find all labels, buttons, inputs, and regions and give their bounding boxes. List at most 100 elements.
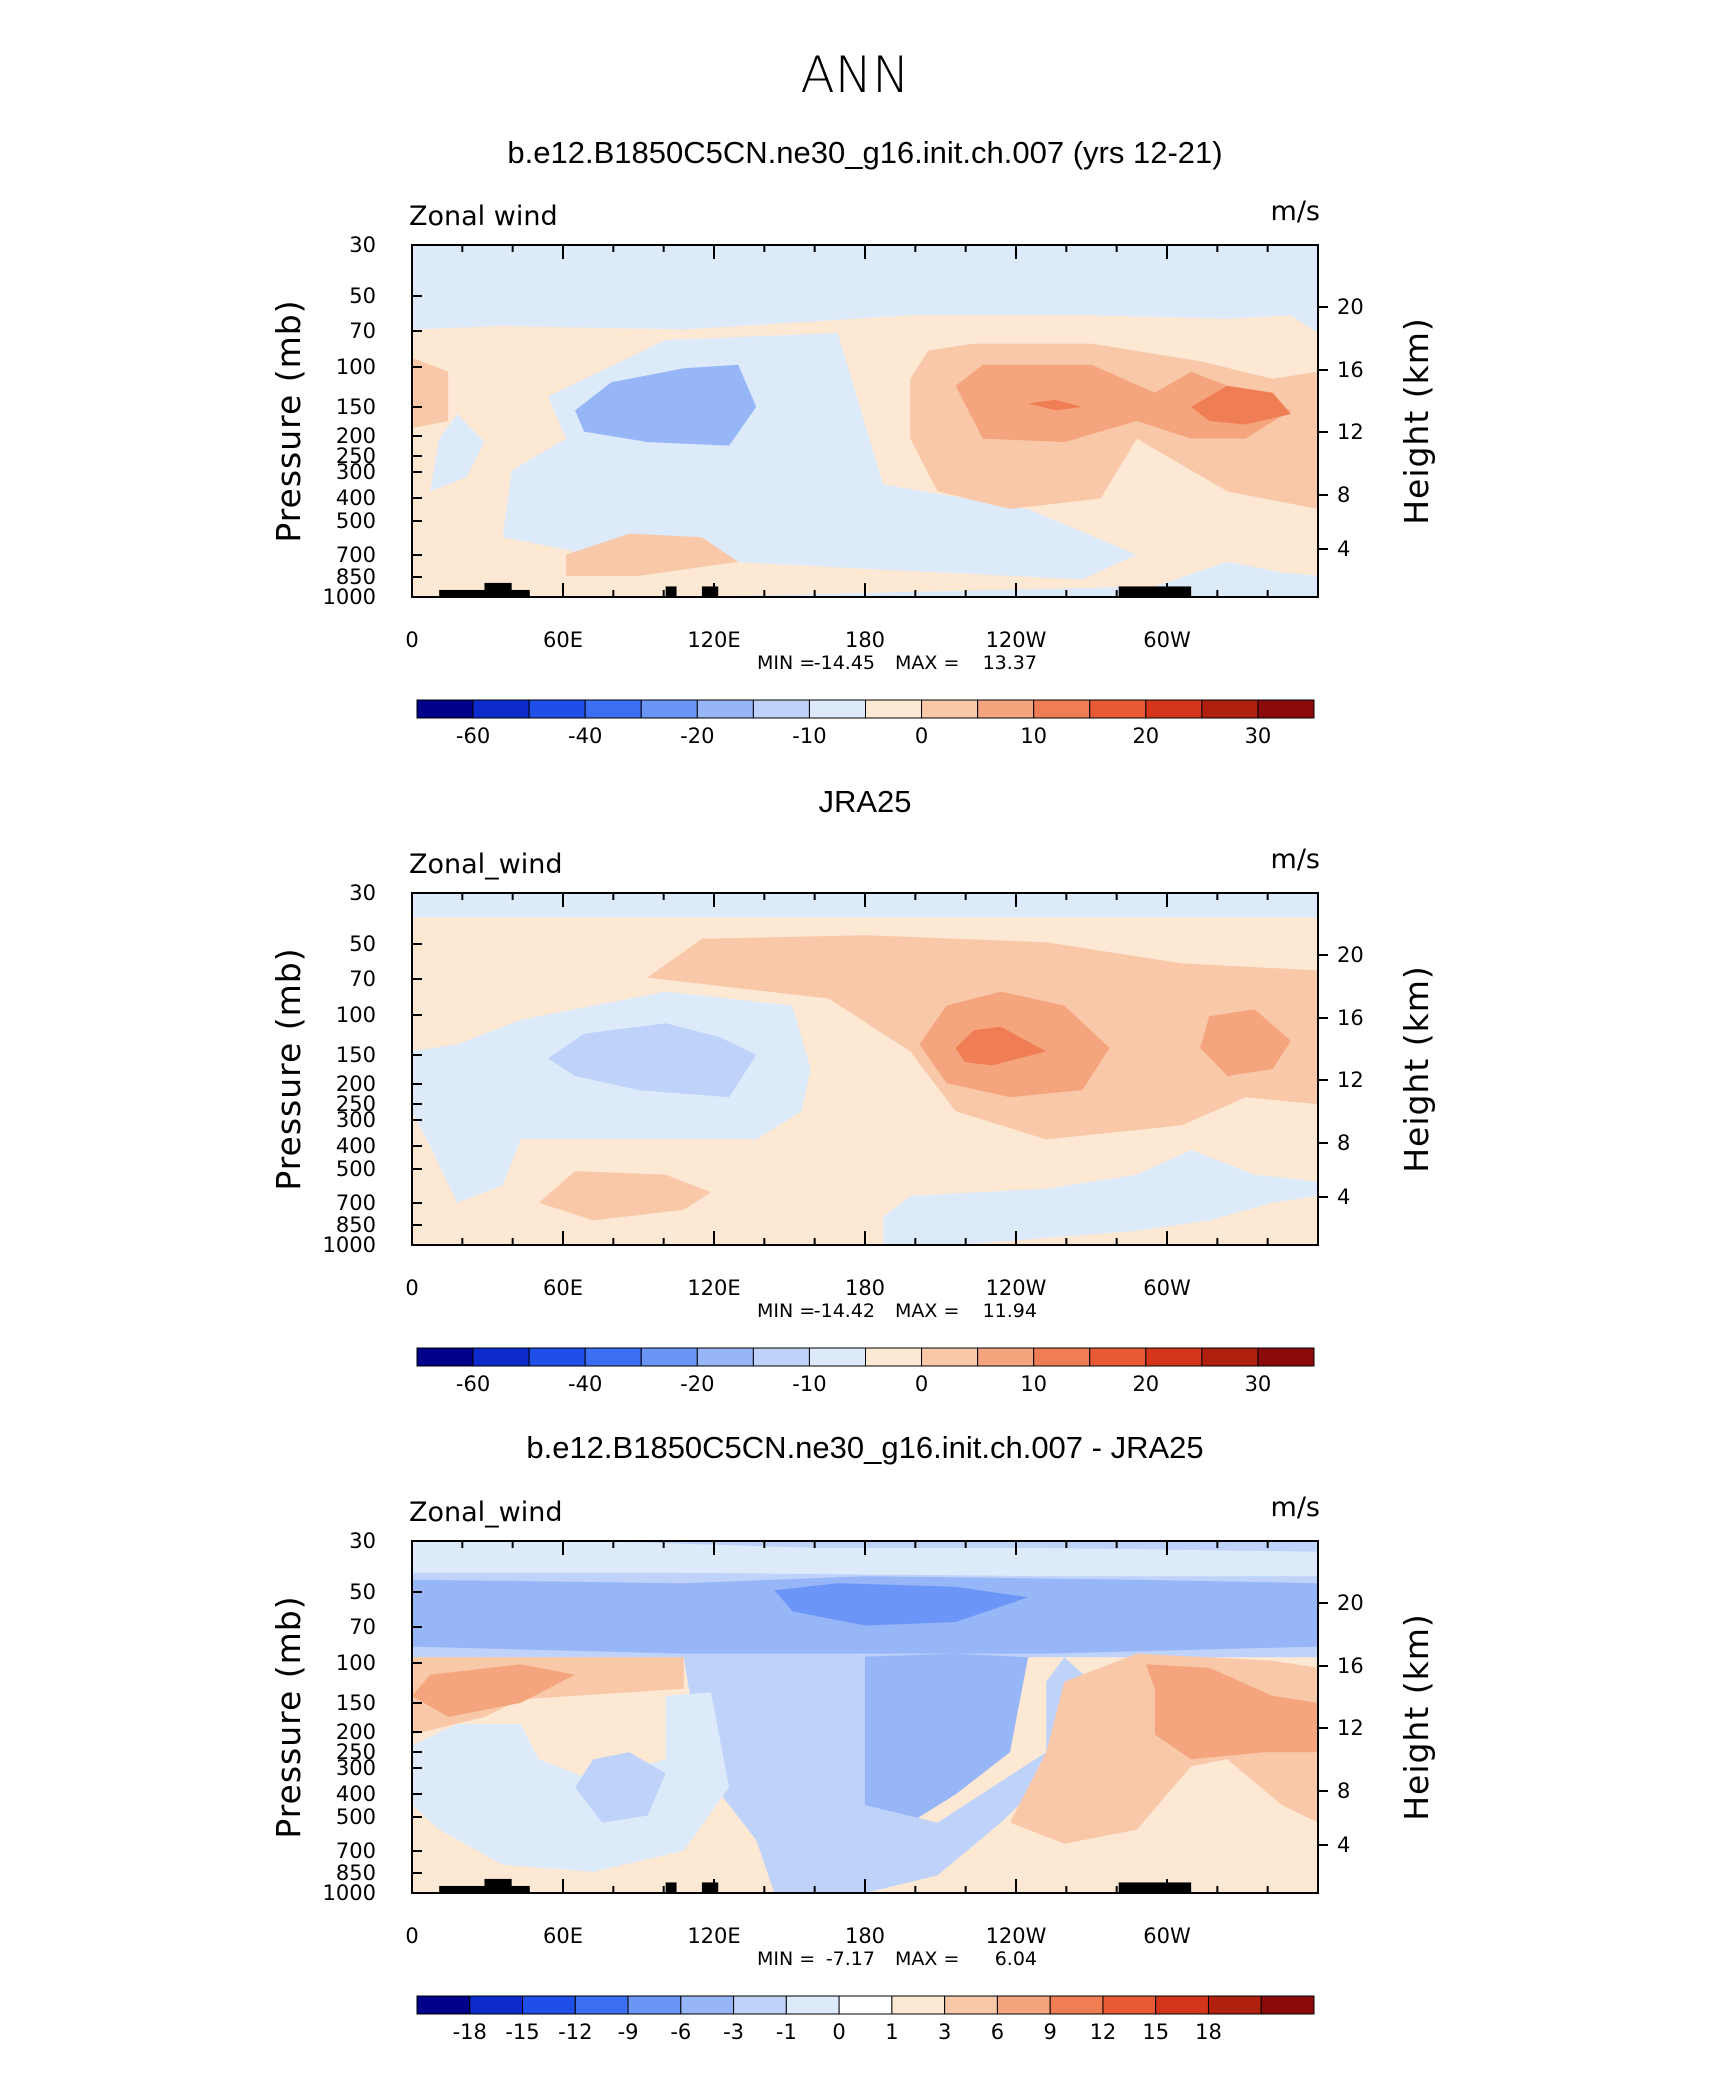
max-value: 13.37 <box>983 652 1037 674</box>
colorbar-label: 6 <box>991 2020 1004 2044</box>
colorbar-swatch <box>528 699 586 719</box>
colorbar-swatch <box>921 1347 979 1367</box>
min-label: MIN = <box>757 652 815 674</box>
colorbar-swatch <box>627 1995 682 2015</box>
y-tick-label: 100 <box>336 355 376 379</box>
contour-region <box>566 533 739 576</box>
topography-mask <box>701 1882 719 1893</box>
y-axis-title: Pressure (mb) <box>269 1595 308 1838</box>
contour-region <box>412 1664 576 1717</box>
y-tick-label: 500 <box>336 1157 376 1181</box>
main-title: ANN <box>800 46 909 104</box>
max-value: 6.04 <box>995 1948 1037 1970</box>
colorbar-swatch <box>472 699 530 719</box>
colorbar-swatch <box>416 699 474 719</box>
y-tick-label: 1000 <box>323 1881 376 1905</box>
colorbar-label: 10 <box>1020 724 1047 748</box>
y-tick-label: 200 <box>336 424 376 448</box>
topography-mask <box>484 1878 512 1893</box>
contour-region <box>846 1653 1029 1823</box>
colorbar-swatch <box>808 1347 866 1367</box>
y-tick-label: 50 <box>349 1580 376 1604</box>
x-tick-label: 180 <box>845 1924 885 1948</box>
y-tick-label: 30 <box>349 1529 376 1553</box>
colorbar-label: -12 <box>558 2020 592 2044</box>
colorbar-swatch <box>1102 1995 1157 2015</box>
panel-1: b.e12.B1850C5CN.ne30_g16.init.ch.007 (yr… <box>269 135 1436 748</box>
colorbar-swatch <box>1145 1347 1203 1367</box>
colorbar-label: 0 <box>915 1372 928 1396</box>
units-label: m/s <box>1271 844 1320 875</box>
height-tick-label: 16 <box>1337 1006 1364 1030</box>
topography-mask <box>439 589 530 597</box>
colorbar-swatch <box>977 699 1035 719</box>
height-tick-label: 4 <box>1337 537 1350 561</box>
y-tick-label: 850 <box>336 1861 376 1885</box>
panel-title: JRA25 <box>818 784 911 819</box>
contour-field <box>412 1541 1318 1893</box>
contour-region <box>575 1752 666 1823</box>
colorbar-swatch <box>1049 1995 1104 2015</box>
colorbar: -60 -40 -20 -10 0 10 20 30 <box>416 699 1315 748</box>
colorbar-label: 0 <box>832 2020 845 2044</box>
colorbar-swatch <box>528 1347 586 1367</box>
colorbar-swatch <box>680 1995 735 2015</box>
min-value: -14.42 <box>814 1300 875 1322</box>
colorbar-swatch <box>1033 699 1091 719</box>
y-tick-label: 250 <box>336 444 376 468</box>
y-tick-label: 250 <box>336 1092 376 1116</box>
panel-title: b.e12.B1850C5CN.ne30_g16.init.ch.007 - J… <box>526 1430 1203 1465</box>
x-tick-label: 60E <box>543 1924 583 1948</box>
colorbar-label: 20 <box>1132 1372 1159 1396</box>
colorbar-swatch <box>808 699 866 719</box>
height-axis-title: Height (km) <box>1397 965 1436 1173</box>
y-tick-label: 400 <box>336 1134 376 1158</box>
units-label: m/s <box>1271 196 1320 227</box>
contour-field <box>412 245 1318 597</box>
colorbar-swatch <box>640 699 698 719</box>
variable-label: Zonal wind <box>409 201 558 232</box>
contour-region <box>538 1171 711 1221</box>
colorbar-swatch <box>752 699 810 719</box>
panel-3: b.e12.B1850C5CN.ne30_g16.init.ch.007 - J… <box>269 1430 1436 2044</box>
x-tick-label: 0 <box>405 628 418 652</box>
min-value: -7.17 <box>826 1948 875 1970</box>
colorbar-swatch <box>1201 1347 1259 1367</box>
y-tick-label: 250 <box>336 1740 376 1764</box>
height-axis-title: Height (km) <box>1397 317 1436 525</box>
colorbar-label: 18 <box>1195 2020 1222 2044</box>
contour-region <box>774 1583 1029 1626</box>
y-tick-label: 700 <box>336 1191 376 1215</box>
colorbar-label: -15 <box>505 2020 539 2044</box>
colorbar-label: -20 <box>680 1372 714 1396</box>
height-tick-label: 4 <box>1337 1185 1350 1209</box>
colorbar-label: -1 <box>776 2020 797 2044</box>
x-tick-label: 120W <box>986 1276 1047 1300</box>
x-tick-label: 60W <box>1143 1276 1191 1300</box>
colorbar-label: -18 <box>453 2020 487 2044</box>
colorbar-label: 30 <box>1245 1372 1272 1396</box>
y-tick-label: 200 <box>336 1720 376 1744</box>
y-tick-label: 50 <box>349 932 376 956</box>
y-tick-label: 50 <box>349 284 376 308</box>
max-label: MAX = <box>895 652 959 674</box>
colorbar-label: -6 <box>670 2020 691 2044</box>
height-tick-label: 16 <box>1337 358 1364 382</box>
contour-region <box>1145 1664 1318 1760</box>
y-axis-title: Pressure (mb) <box>269 299 308 542</box>
contour-region <box>955 1026 1047 1066</box>
x-tick-label: 180 <box>845 628 885 652</box>
contour-region <box>1200 1009 1291 1076</box>
y-tick-label: 1000 <box>323 585 376 609</box>
colorbar-label: 0 <box>915 724 928 748</box>
colorbar-swatch <box>1089 699 1147 719</box>
colorbar-swatch <box>838 1995 893 2015</box>
colorbar-label: -60 <box>456 1372 490 1396</box>
colorbar-label: 12 <box>1090 2020 1117 2044</box>
y-tick-label: 150 <box>336 1691 376 1715</box>
x-tick-label: 0 <box>405 1924 418 1948</box>
x-tick-label: 120E <box>687 628 740 652</box>
y-tick-label: 400 <box>336 1782 376 1806</box>
colorbar-swatch <box>944 1995 998 2015</box>
